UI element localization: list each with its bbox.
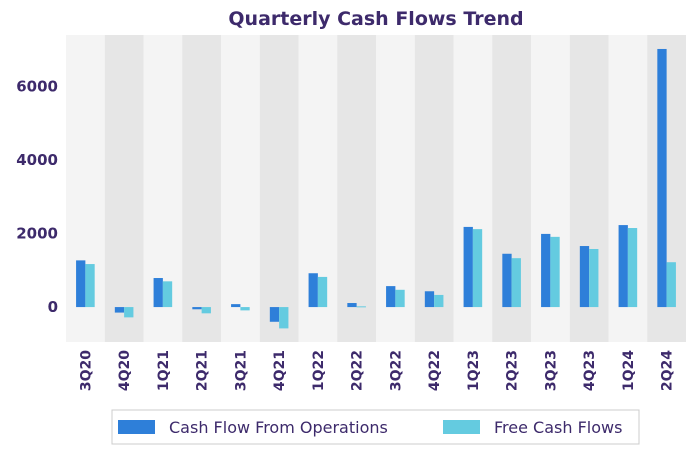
- x-tick-label: 2Q24: [660, 350, 676, 391]
- y-tick-label: 2000: [16, 225, 58, 243]
- bar-fcf-3Q23: [550, 236, 560, 308]
- y-tick-label: 6000: [16, 77, 58, 95]
- bar-fcf-3Q20: [85, 264, 95, 308]
- bar-fcf-1Q23: [472, 229, 483, 308]
- bar-fcf-1Q22: [317, 276, 328, 308]
- bar-cfo-2Q21: [192, 307, 202, 310]
- bar-fcf-2Q24: [666, 262, 676, 308]
- bars: [76, 48, 676, 329]
- bar-cfo-4Q21: [269, 307, 280, 322]
- bar-cfo-3Q22: [386, 286, 396, 308]
- x-axis-ticks: 3Q20 4Q20 1Q21 2Q21 3Q21 4Q21 1Q22 2Q22 3Q22 4Q22…: [78, 350, 675, 391]
- bar-fcf-1Q21: [162, 281, 173, 308]
- bar-fcf-4Q23: [589, 248, 599, 308]
- band-4Q20: [104, 35, 144, 342]
- bar-cfo-3Q20: [76, 260, 86, 308]
- band-4Q21: [259, 35, 299, 342]
- x-tick-label: 1Q22: [311, 350, 327, 391]
- x-tick-label: 1Q23: [466, 350, 482, 391]
- x-tick-label: 4Q22: [427, 350, 443, 391]
- bar-cfo-1Q24: [618, 225, 628, 308]
- x-tick-label: 4Q21: [272, 350, 288, 391]
- chart-title: Quarterly Cash Flows Trend: [228, 8, 523, 30]
- y-axis-ticks: 0 2000 4000 6000: [16, 77, 58, 316]
- bar-cfo-4Q23: [579, 246, 590, 308]
- x-tick-label: 1Q24: [621, 350, 637, 391]
- bar-cfo-1Q23: [463, 226, 473, 308]
- x-tick-label: 4Q20: [117, 350, 133, 391]
- x-tick-label: 3Q23: [543, 350, 559, 391]
- bar-cfo-2Q24: [657, 48, 667, 308]
- bar-cfo-4Q22: [424, 291, 435, 308]
- x-tick-label: 2Q23: [505, 350, 521, 391]
- legend-swatch-cash-flow-operations: [118, 420, 155, 434]
- bar-cfo-2Q22: [347, 303, 357, 308]
- x-tick-label: 2Q21: [195, 350, 211, 391]
- legend-box: [111, 409, 640, 445]
- band-2Q21: [182, 35, 221, 342]
- x-tick-label: 2Q22: [350, 350, 366, 391]
- y-tick-label: 4000: [16, 151, 58, 169]
- bar-cfo-3Q21: [231, 304, 241, 308]
- bar-fcf-4Q22: [434, 294, 444, 308]
- bar-fcf-3Q21: [240, 307, 250, 311]
- bar-fcf-2Q21: [201, 307, 211, 314]
- bar-cfo-3Q23: [541, 233, 551, 308]
- y-tick-label: 0: [48, 298, 58, 316]
- x-tick-label: 3Q20: [78, 350, 94, 391]
- band-2Q22: [337, 35, 376, 342]
- bar-fcf-4Q21: [279, 307, 289, 329]
- band-4Q22: [414, 35, 454, 342]
- bar-cfo-2Q23: [502, 253, 512, 308]
- legend: Cash Flow From Operations Free Cash Flow…: [111, 409, 640, 445]
- bar-cfo-1Q21: [153, 278, 163, 308]
- bar-fcf-2Q23: [511, 258, 521, 308]
- bar-cfo-4Q20: [114, 307, 125, 313]
- bar-fcf-3Q22: [395, 289, 405, 308]
- x-tick-label: 1Q21: [156, 350, 172, 391]
- legend-label-free-cash-flows: Free Cash Flows: [494, 418, 622, 437]
- bar-cfo-1Q22: [308, 273, 318, 308]
- bar-fcf-4Q20: [124, 307, 134, 318]
- legend-swatch-free-cash-flows: [443, 420, 480, 434]
- legend-label-cash-flow-operations: Cash Flow From Operations: [169, 418, 388, 437]
- x-tick-label: 3Q22: [388, 350, 404, 391]
- bar-fcf-1Q24: [627, 228, 638, 308]
- x-tick-label: 4Q23: [582, 350, 598, 391]
- band-3Q21: [221, 35, 260, 342]
- bar-fcf-2Q22: [356, 306, 366, 308]
- x-tick-label: 3Q21: [233, 350, 249, 391]
